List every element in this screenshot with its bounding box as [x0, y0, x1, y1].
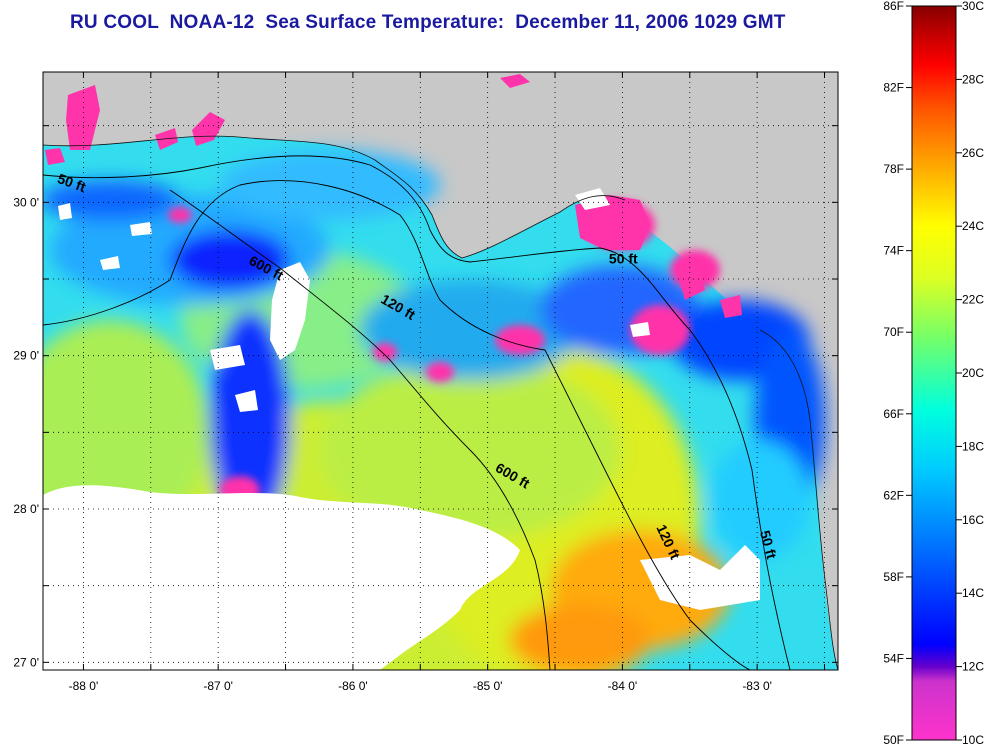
- colorbar-celsius-label: 18C: [962, 439, 984, 453]
- x-tick-label: -88 0': [69, 679, 99, 693]
- y-tick-label: 27 0': [13, 655, 39, 669]
- colorbar-fahrenheit-label: 50F: [883, 733, 904, 747]
- no-data-area: [43, 485, 520, 670]
- contour-600ft: [169, 189, 551, 670]
- colorbar-celsius-label: 22C: [962, 293, 984, 307]
- x-tick-label: -83 0': [742, 679, 772, 693]
- colorbar-celsius-label: 14C: [962, 586, 984, 600]
- contour-50ft-west: [43, 155, 791, 670]
- colorbar-celsius-label: 24C: [962, 219, 984, 233]
- colorbar-celsius-label: 26C: [962, 146, 984, 160]
- colorbar-celsius-label: 30C: [962, 0, 984, 13]
- contour-120ft: [43, 180, 751, 670]
- colorbar-fahrenheit-label: 62F: [883, 488, 904, 502]
- y-tick-label: 29 0': [13, 349, 39, 363]
- x-tick-label: -87 0': [203, 679, 233, 693]
- colorbar-fahrenheit-label: 74F: [883, 244, 904, 258]
- y-tick-label: 28 0': [13, 502, 39, 516]
- colorbar-fahrenheit-label: 54F: [883, 651, 904, 665]
- colorbar-celsius-label: 12C: [962, 660, 984, 674]
- map-frame: [42, 71, 839, 671]
- x-tick-label: -86 0': [338, 679, 368, 693]
- colorbar-fahrenheit-label: 78F: [883, 162, 904, 176]
- x-tick-label: -84 0': [608, 679, 638, 693]
- colorbar-celsius-label: 16C: [962, 513, 984, 527]
- y-tick-label: 30 0': [13, 195, 39, 209]
- colorbar-fahrenheit-label: 86F: [883, 0, 904, 13]
- colorbar-celsius-label: 10C: [962, 733, 984, 747]
- colorbar-celsius-label: 28C: [962, 72, 984, 86]
- colorbar-fahrenheit-label: 58F: [883, 570, 904, 584]
- colorbar-celsius-label: 20C: [962, 366, 984, 380]
- colorbar: 86F 82F 78F 74F 70F 66F 62F 58F 54F 50F 30C 28C 26C…: [883, 0, 984, 747]
- colorbar-fahrenheit-label: 82F: [883, 81, 904, 95]
- colorbar-gradient: [911, 5, 957, 741]
- contour-label: 50 ft: [609, 251, 638, 267]
- map-title: RU COOL NOAA-12 Sea Surface Temperature:…: [70, 12, 786, 33]
- colorbar-fahrenheit-label: 66F: [883, 407, 904, 421]
- contour-label: 50 ft: [757, 529, 780, 561]
- x-tick-label: -85 0': [473, 679, 503, 693]
- colorbar-fahrenheit-label: 70F: [883, 325, 904, 339]
